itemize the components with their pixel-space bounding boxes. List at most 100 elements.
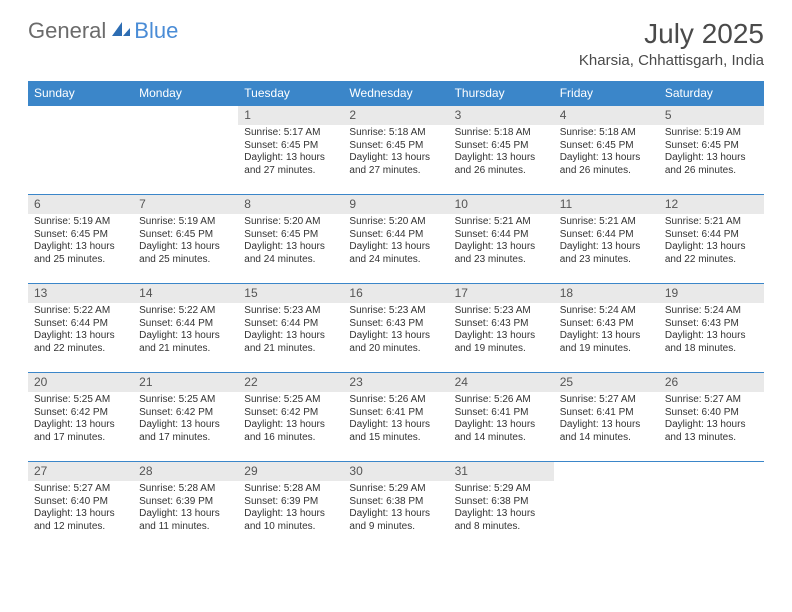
day-cell: 10 Sunrise: 5:21 AMSunset: 6:44 PMDayligh… bbox=[449, 195, 554, 283]
weekday-header: Wednesday bbox=[343, 81, 448, 105]
weekday-header: Friday bbox=[554, 81, 659, 105]
day-cell: 9Sunrise: 5:20 AMSunset: 6:44 PMDaylight… bbox=[343, 195, 448, 283]
sunset-line: Sunset: 6:41 PM bbox=[560, 407, 653, 420]
sunrise-line: Sunrise: 5:21 AM bbox=[455, 216, 548, 229]
sunrise-line: Sunrise: 5:29 AM bbox=[455, 483, 548, 496]
day-details: Sunrise: 5:29 AMSunset: 6:38 PMDaylight:… bbox=[343, 481, 448, 537]
weeks-container: 1Sunrise: 5:17 AMSunset: 6:45 PMDaylight… bbox=[28, 105, 764, 550]
sunset-line: Sunset: 6:43 PM bbox=[665, 318, 758, 331]
sunset-line: Sunset: 6:38 PM bbox=[455, 496, 548, 509]
sunset-line: Sunset: 6:45 PM bbox=[244, 229, 337, 242]
daylight-line: Daylight: 13 hours and 22 minutes. bbox=[665, 241, 758, 266]
header: General Blue July 2025 Kharsia, Chhattis… bbox=[0, 0, 792, 77]
daylight-line: Daylight: 13 hours and 25 minutes. bbox=[34, 241, 127, 266]
sunrise-line: Sunrise: 5:28 AM bbox=[244, 483, 337, 496]
day-number: 12 bbox=[659, 195, 764, 214]
sunrise-line: Sunrise: 5:25 AM bbox=[139, 394, 232, 407]
sunset-line: Sunset: 6:44 PM bbox=[244, 318, 337, 331]
day-number: 7 bbox=[133, 195, 238, 214]
sunset-line: Sunset: 6:44 PM bbox=[665, 229, 758, 242]
day-details: Sunrise: 5:25 AMSunset: 6:42 PMDaylight:… bbox=[238, 392, 343, 448]
brand-sail-icon bbox=[110, 20, 132, 43]
day-details: Sunrise: 5:26 AMSunset: 6:41 PMDaylight:… bbox=[343, 392, 448, 448]
sunset-line: Sunset: 6:45 PM bbox=[139, 229, 232, 242]
week-row: 27Sunrise: 5:27 AMSunset: 6:40 PMDayligh… bbox=[28, 461, 764, 550]
calendar: SundayMondayTuesdayWednesdayThursdayFrid… bbox=[0, 77, 792, 550]
daylight-line: Daylight: 13 hours and 17 minutes. bbox=[139, 419, 232, 444]
sunrise-line: Sunrise: 5:20 AM bbox=[349, 216, 442, 229]
daylight-line: Daylight: 13 hours and 9 minutes. bbox=[349, 508, 442, 533]
day-cell: 11Sunrise: 5:21 AMSunset: 6:44 PMDayligh… bbox=[554, 195, 659, 283]
day-cell: 18Sunrise: 5:24 AMSunset: 6:43 PMDayligh… bbox=[554, 284, 659, 372]
day-number: 9 bbox=[343, 195, 448, 214]
daylight-line: Daylight: 13 hours and 11 minutes. bbox=[139, 508, 232, 533]
daylight-line: Daylight: 13 hours and 19 minutes. bbox=[455, 330, 548, 355]
weekday-header: Monday bbox=[133, 81, 238, 105]
sunset-line: Sunset: 6:40 PM bbox=[665, 407, 758, 420]
daylight-line: Daylight: 13 hours and 26 minutes. bbox=[455, 152, 548, 177]
weekday-header-row: SundayMondayTuesdayWednesdayThursdayFrid… bbox=[28, 81, 764, 105]
sunrise-line: Sunrise: 5:25 AM bbox=[34, 394, 127, 407]
day-cell: 16Sunrise: 5:23 AMSunset: 6:43 PMDayligh… bbox=[343, 284, 448, 372]
sunrise-line: Sunrise: 5:23 AM bbox=[349, 305, 442, 318]
day-cell: 1Sunrise: 5:17 AMSunset: 6:45 PMDaylight… bbox=[238, 106, 343, 194]
day-details: Sunrise: 5:23 AMSunset: 6:43 PMDaylight:… bbox=[343, 303, 448, 359]
day-number: 23 bbox=[343, 373, 448, 392]
daylight-line: Daylight: 13 hours and 27 minutes. bbox=[349, 152, 442, 177]
sunrise-line: Sunrise: 5:21 AM bbox=[665, 216, 758, 229]
sunset-line: Sunset: 6:42 PM bbox=[244, 407, 337, 420]
sunrise-line: Sunrise: 5:18 AM bbox=[349, 127, 442, 140]
day-details: Sunrise: 5:22 AMSunset: 6:44 PMDaylight:… bbox=[133, 303, 238, 359]
day-number: 18 bbox=[554, 284, 659, 303]
daylight-line: Daylight: 13 hours and 25 minutes. bbox=[139, 241, 232, 266]
day-cell bbox=[554, 462, 659, 550]
day-cell: 2Sunrise: 5:18 AMSunset: 6:45 PMDaylight… bbox=[343, 106, 448, 194]
day-number: 4 bbox=[554, 106, 659, 125]
day-cell: 5Sunrise: 5:19 AMSunset: 6:45 PMDaylight… bbox=[659, 106, 764, 194]
brand-text-general: General bbox=[28, 18, 106, 44]
day-number: 20 bbox=[28, 373, 133, 392]
sunset-line: Sunset: 6:45 PM bbox=[34, 229, 127, 242]
sunset-line: Sunset: 6:44 PM bbox=[34, 318, 127, 331]
brand-logo: General Blue bbox=[28, 18, 178, 44]
day-cell: 7Sunrise: 5:19 AMSunset: 6:45 PMDaylight… bbox=[133, 195, 238, 283]
daylight-line: Daylight: 13 hours and 16 minutes. bbox=[244, 419, 337, 444]
day-cell: 8Sunrise: 5:20 AMSunset: 6:45 PMDaylight… bbox=[238, 195, 343, 283]
sunrise-line: Sunrise: 5:18 AM bbox=[455, 127, 548, 140]
day-cell: 27Sunrise: 5:27 AMSunset: 6:40 PMDayligh… bbox=[28, 462, 133, 550]
day-cell: 14Sunrise: 5:22 AMSunset: 6:44 PMDayligh… bbox=[133, 284, 238, 372]
day-number: 10 bbox=[449, 195, 554, 214]
sunrise-line: Sunrise: 5:24 AM bbox=[560, 305, 653, 318]
day-details: Sunrise: 5:19 AMSunset: 6:45 PMDaylight:… bbox=[133, 214, 238, 270]
sunrise-line: Sunrise: 5:29 AM bbox=[349, 483, 442, 496]
day-cell: 25Sunrise: 5:27 AMSunset: 6:41 PMDayligh… bbox=[554, 373, 659, 461]
daylight-line: Daylight: 13 hours and 23 minutes. bbox=[455, 241, 548, 266]
day-details: Sunrise: 5:18 AMSunset: 6:45 PMDaylight:… bbox=[554, 125, 659, 181]
day-details: Sunrise: 5:21 AMSunset: 6:44 PMDaylight:… bbox=[554, 214, 659, 270]
sunset-line: Sunset: 6:44 PM bbox=[349, 229, 442, 242]
day-cell: 23Sunrise: 5:26 AMSunset: 6:41 PMDayligh… bbox=[343, 373, 448, 461]
daylight-line: Daylight: 13 hours and 20 minutes. bbox=[349, 330, 442, 355]
day-details: Sunrise: 5:24 AMSunset: 6:43 PMDaylight:… bbox=[554, 303, 659, 359]
day-cell: 4Sunrise: 5:18 AMSunset: 6:45 PMDaylight… bbox=[554, 106, 659, 194]
day-number: 21 bbox=[133, 373, 238, 392]
day-number: 28 bbox=[133, 462, 238, 481]
sunset-line: Sunset: 6:42 PM bbox=[139, 407, 232, 420]
weekday-header: Sunday bbox=[28, 81, 133, 105]
day-details: Sunrise: 5:27 AMSunset: 6:40 PMDaylight:… bbox=[28, 481, 133, 537]
day-details: Sunrise: 5:22 AMSunset: 6:44 PMDaylight:… bbox=[28, 303, 133, 359]
day-details: Sunrise: 5:23 AMSunset: 6:43 PMDaylight:… bbox=[449, 303, 554, 359]
sunset-line: Sunset: 6:39 PM bbox=[139, 496, 232, 509]
day-cell: 3Sunrise: 5:18 AMSunset: 6:45 PMDaylight… bbox=[449, 106, 554, 194]
day-details: Sunrise: 5:20 AMSunset: 6:44 PMDaylight:… bbox=[343, 214, 448, 270]
daylight-line: Daylight: 13 hours and 21 minutes. bbox=[139, 330, 232, 355]
weekday-header: Saturday bbox=[659, 81, 764, 105]
daylight-line: Daylight: 13 hours and 24 minutes. bbox=[244, 241, 337, 266]
daylight-line: Daylight: 13 hours and 12 minutes. bbox=[34, 508, 127, 533]
sunset-line: Sunset: 6:44 PM bbox=[560, 229, 653, 242]
weekday-header: Tuesday bbox=[238, 81, 343, 105]
day-cell: 6Sunrise: 5:19 AMSunset: 6:45 PMDaylight… bbox=[28, 195, 133, 283]
sunrise-line: Sunrise: 5:23 AM bbox=[455, 305, 548, 318]
daylight-line: Daylight: 13 hours and 15 minutes. bbox=[349, 419, 442, 444]
sunset-line: Sunset: 6:44 PM bbox=[455, 229, 548, 242]
